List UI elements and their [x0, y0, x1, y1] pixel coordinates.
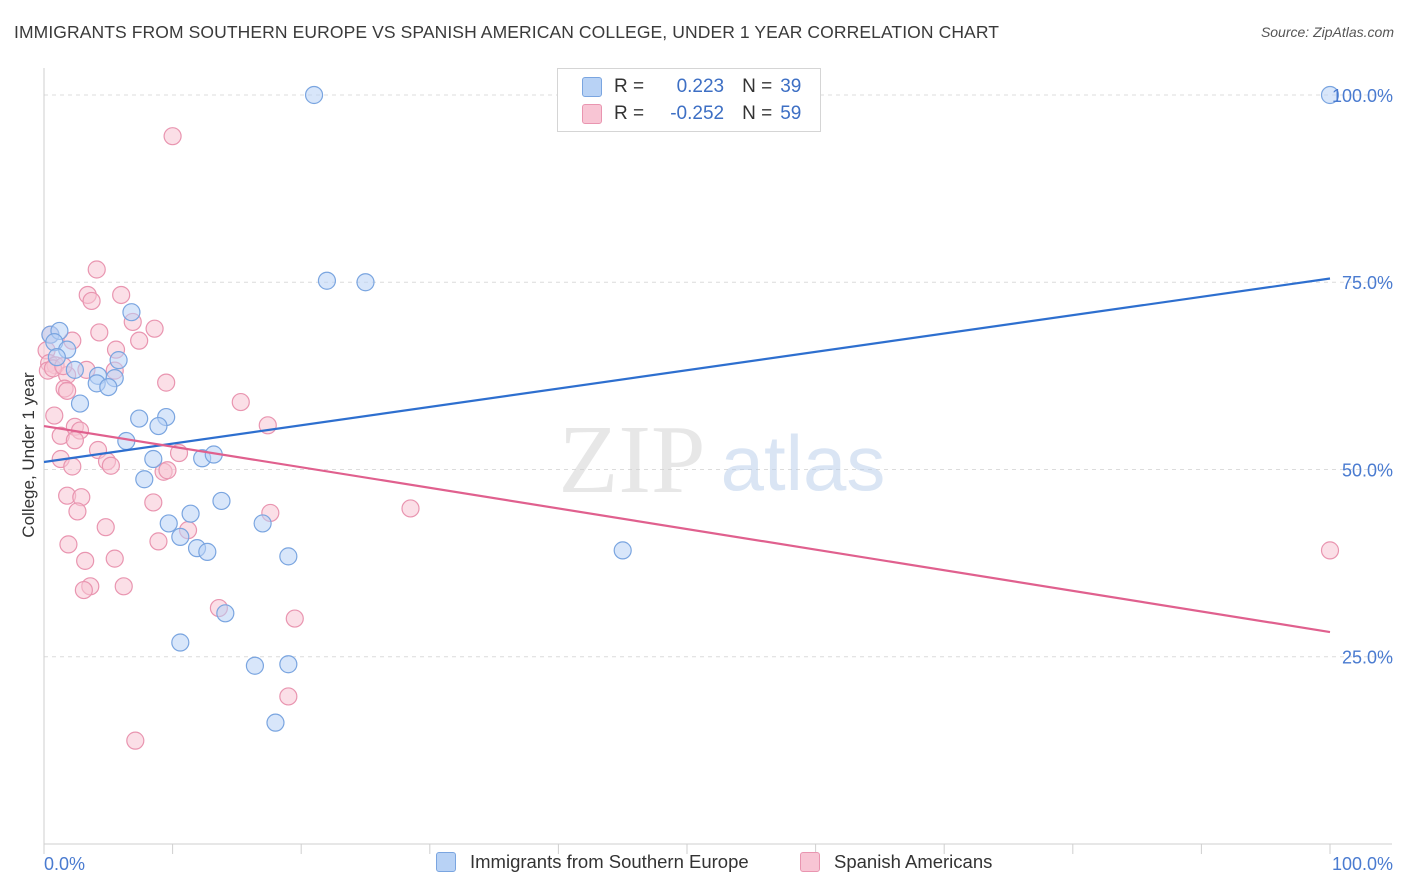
data-point	[171, 633, 190, 652]
data-point	[90, 323, 109, 342]
chart-title: IMMIGRANTS FROM SOUTHERN EUROPE VS SPANI…	[14, 22, 1000, 42]
data-point	[112, 285, 131, 305]
data-point	[171, 527, 190, 547]
data-point	[109, 351, 128, 370]
y-tick-label: 75.0%	[1342, 273, 1393, 293]
data-point	[135, 470, 154, 489]
watermark-atlas: atlas	[721, 419, 886, 507]
y-tick-label: 50.0%	[1342, 460, 1393, 480]
r-value: 0.223	[676, 76, 725, 97]
data-point	[145, 319, 164, 338]
data-point	[198, 542, 217, 561]
data-point	[1320, 85, 1340, 105]
data-point	[144, 449, 163, 469]
watermark-zip: ZIP	[559, 406, 706, 514]
gridlines	[44, 94, 1392, 658]
n-value: 39	[780, 76, 802, 97]
data-point	[130, 409, 149, 428]
data-point	[613, 541, 632, 560]
trend-lines	[43, 277, 1331, 634]
data-point	[63, 457, 82, 476]
data-point	[130, 331, 149, 350]
legend-swatch-pink	[800, 852, 820, 872]
data-point	[356, 273, 375, 292]
data-point	[163, 127, 182, 146]
legend-item-southern-europe[interactable]: Immigrants from Southern Europe	[436, 851, 749, 873]
data-point	[87, 260, 106, 279]
data-point	[58, 381, 77, 400]
data-point	[285, 609, 304, 628]
stats-legend: R = 0.223 N = 39 R = -0.252 N = 59	[557, 68, 821, 132]
data-point	[122, 303, 141, 322]
data-point	[68, 502, 87, 521]
stats-row-blue: R = 0.223 N = 39	[582, 75, 801, 99]
source-credit: Source: ZipAtlas.com	[1260, 24, 1394, 40]
data-point	[279, 687, 298, 706]
data-point	[253, 514, 272, 533]
data-point	[47, 348, 66, 367]
series-spanish-americans	[37, 127, 1340, 750]
tick-labels: 25.0% 50.0% 75.0% 100.0% 0.0% 100.0%	[44, 86, 1393, 874]
data-point	[65, 431, 84, 450]
data-point	[99, 377, 118, 397]
data-point	[96, 518, 115, 537]
blue-swatch	[582, 77, 602, 97]
series-legend: Immigrants from Southern Europe Spanish …	[0, 851, 1406, 877]
data-point	[101, 456, 120, 475]
data-point	[144, 493, 163, 512]
trend-line	[43, 277, 1331, 464]
data-point	[70, 394, 90, 413]
data-point	[149, 532, 168, 551]
data-point	[59, 535, 78, 554]
pink-swatch	[582, 104, 602, 124]
data-point	[45, 406, 64, 425]
data-point	[245, 656, 265, 675]
data-point	[216, 604, 235, 623]
stats-row-pink: R = -0.252 N = 59	[582, 102, 801, 126]
x-tick-label: 100.0%	[1332, 854, 1393, 874]
r-value: -0.252	[670, 103, 725, 124]
data-point	[231, 392, 250, 412]
axes	[43, 68, 1392, 854]
data-point	[279, 655, 298, 674]
data-point	[401, 499, 420, 518]
data-point	[149, 416, 168, 436]
data-point	[212, 491, 231, 511]
y-axis-label: College, Under 1 year	[19, 372, 38, 538]
data-point	[82, 291, 101, 311]
r-label: R =	[614, 103, 645, 124]
data-point	[65, 360, 84, 379]
data-point	[76, 551, 95, 570]
data-point	[159, 514, 178, 533]
y-tick-label: 25.0%	[1342, 648, 1393, 668]
legend-swatch-blue	[436, 852, 456, 872]
data-point	[304, 85, 324, 105]
series-southern-europe	[41, 85, 1340, 732]
n-value: 59	[780, 103, 802, 124]
data-point	[126, 731, 145, 750]
data-point	[317, 271, 337, 290]
data-point	[1320, 541, 1340, 560]
n-label: N =	[742, 103, 773, 124]
data-point	[157, 373, 176, 392]
data-point	[266, 713, 285, 732]
n-label: N =	[742, 76, 773, 97]
data-point	[105, 549, 124, 568]
watermark: ZIP atlas	[559, 406, 886, 514]
trend-line	[43, 424, 1331, 634]
r-label: R =	[614, 76, 645, 97]
data-point	[181, 504, 200, 523]
x-tick-label: 0.0%	[44, 854, 85, 874]
legend-label: Spanish Americans	[834, 851, 993, 872]
data-point	[74, 580, 93, 600]
data-point	[158, 461, 177, 480]
data-point	[114, 577, 133, 596]
legend-label: Immigrants from Southern Europe	[470, 851, 749, 872]
y-tick-label: 100.0%	[1332, 86, 1393, 106]
legend-item-spanish-americans[interactable]: Spanish Americans	[800, 851, 992, 873]
data-point	[279, 547, 298, 566]
